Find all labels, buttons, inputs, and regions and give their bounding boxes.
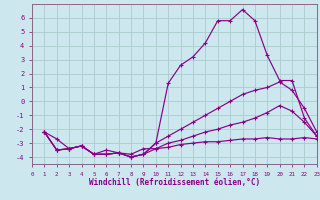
X-axis label: Windchill (Refroidissement éolien,°C): Windchill (Refroidissement éolien,°C) <box>89 178 260 187</box>
